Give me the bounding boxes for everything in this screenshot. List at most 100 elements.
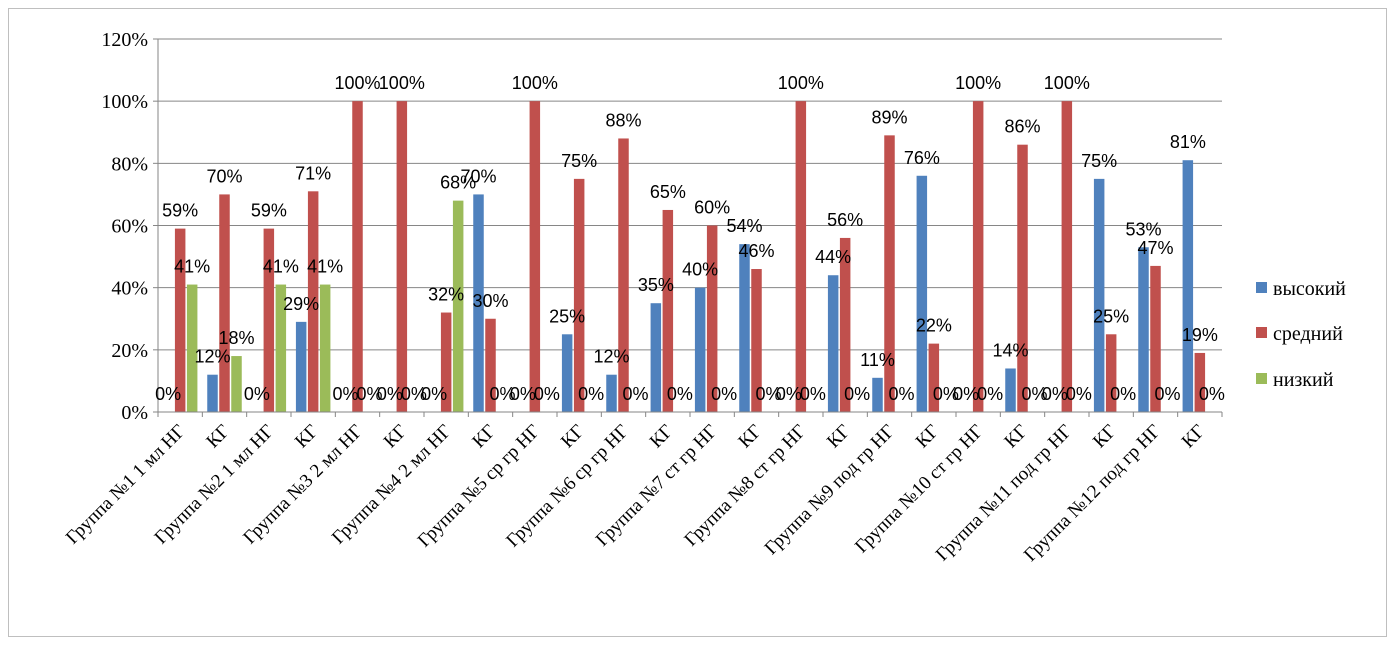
data-label: 76% [904,148,940,168]
x-tick-label: КГ [1089,421,1121,453]
bar [231,356,242,412]
data-label: 100% [955,73,1001,93]
data-label: 68% [440,173,476,193]
y-axis: 0% 20% 40% 60% 80% 100% 120% [101,29,159,424]
bar [1093,178,1105,412]
data-label: 53% [1125,219,1161,239]
legend-item: средний [1256,323,1343,345]
data-label: 11% [860,350,895,370]
data-label: 81% [1170,132,1206,152]
data-label: 0% [332,384,358,404]
data-label: 88% [605,110,641,130]
data-label: 89% [871,107,907,127]
data-label: 60% [694,198,730,218]
y-tick-label: 120% [101,29,148,51]
data-label: 100% [334,73,380,93]
data-label: 56% [827,210,863,230]
data-label: 41% [307,257,343,277]
bar [872,377,883,412]
bar [1182,160,1194,412]
data-label: 0% [244,384,270,404]
bar [884,135,895,412]
data-label: 59% [162,201,198,221]
bar [1105,334,1117,412]
bar [928,343,940,412]
legend-label: низкий [1273,369,1334,391]
x-tick-label: КГ [291,421,323,453]
bar [751,269,762,412]
data-label: 0% [421,384,447,404]
data-label: 19% [1182,325,1218,345]
bar [916,175,928,412]
bar [485,318,496,412]
legend-swatch [1256,327,1267,338]
data-label: 12% [593,347,629,367]
data-label: 35% [638,275,674,295]
x-tick-label: КГ [202,421,234,453]
legend-item: низкий [1256,369,1334,391]
bar [839,237,851,412]
y-tick-label: 0% [121,402,148,424]
data-label: 86% [1004,117,1040,137]
data-label: 100% [1044,73,1090,93]
x-tick-label: КГ [823,421,855,453]
x-tick-label: КГ [646,421,678,453]
bar [440,312,452,412]
legend-swatch [1256,373,1267,384]
data-label: 0% [1154,384,1180,404]
x-tick-label: КГ [912,421,944,453]
bar [650,303,662,412]
data-label: 40% [682,260,718,280]
data-label: 0% [711,384,737,404]
data-label: 75% [561,151,597,171]
data-label: 0% [1042,384,1068,404]
bar [186,284,198,412]
bar [207,374,218,412]
legend-item: высокий [1256,278,1346,300]
data-label: 44% [815,247,851,267]
bar [972,101,984,413]
data-label: 0% [401,384,427,404]
bar [1150,265,1161,412]
data-labels: 0%12%0%29%0% 0% 0%70%0%25%12%35%40%54%0%44… [155,73,1225,404]
bar [352,101,363,413]
data-label: 0% [155,384,181,404]
data-label: 32% [428,285,464,305]
data-label: 100% [379,73,425,93]
x-tick-label: КГ [380,421,412,453]
bar [618,138,629,412]
data-label: 47% [1137,238,1173,258]
data-label: 0% [356,384,382,404]
data-label: 25% [549,306,585,326]
y-tick-label: 40% [111,278,148,300]
bar [295,321,307,412]
bar [275,284,287,412]
x-tick-label: КГ [1178,421,1210,453]
y-tick-label: 20% [111,340,148,362]
bar [1005,368,1016,412]
data-label: 59% [251,201,287,221]
data-label: 0% [844,384,870,404]
legend-label: средний [1273,323,1343,345]
legend: высокий средний низкий [1256,278,1346,391]
bar [706,225,718,412]
data-label: 0% [1021,384,1047,404]
data-label: 71% [295,163,331,183]
data-label: 41% [174,257,210,277]
bar [396,101,408,413]
bar [529,101,541,413]
data-label: 0% [800,384,826,404]
legend-label: высокий [1273,278,1346,300]
data-label: 41% [263,257,299,277]
bar [739,244,750,412]
bar [795,101,807,413]
y-tick-label: 80% [111,153,148,175]
bar [827,275,839,412]
data-label: 0% [933,384,959,404]
bar [1061,101,1073,413]
bar [307,191,319,412]
y-tick-label: 60% [111,216,148,238]
bar [263,228,275,412]
data-label: 75% [1081,151,1117,171]
bar [452,200,464,412]
